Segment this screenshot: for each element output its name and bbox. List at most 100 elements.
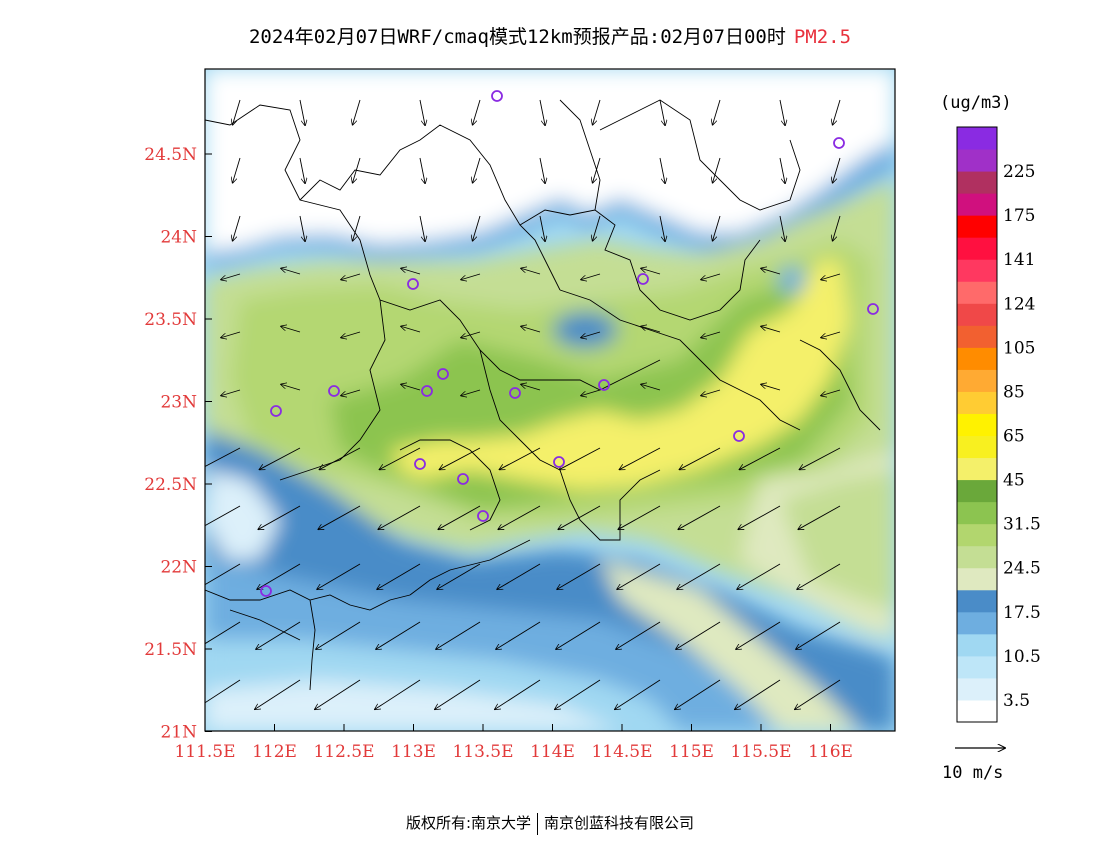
wind-arrow bbox=[779, 99, 785, 125]
wind-arrow bbox=[221, 273, 241, 280]
colorbar-swatch bbox=[957, 127, 997, 150]
wind-arrow bbox=[617, 563, 661, 589]
wind-arrow bbox=[315, 679, 361, 709]
colorbar-swatch bbox=[957, 523, 997, 547]
colorbar-swatch bbox=[957, 281, 997, 304]
lat-tick-label: 21N bbox=[160, 723, 197, 743]
wind-arrow bbox=[581, 389, 601, 396]
wind-arrow bbox=[257, 563, 301, 589]
wind-arrow bbox=[461, 331, 481, 338]
wind-arrow bbox=[539, 157, 545, 183]
wind-arrow bbox=[735, 679, 781, 709]
wind-arrow bbox=[556, 621, 601, 649]
wind-arrow bbox=[299, 99, 305, 125]
wind-arrow bbox=[581, 331, 601, 338]
wind-arrow bbox=[221, 389, 241, 396]
wind-arrow bbox=[233, 215, 241, 241]
station-marker bbox=[328, 385, 340, 397]
colorbar-swatch bbox=[957, 369, 997, 392]
wind-arrow bbox=[559, 447, 601, 470]
wind-arrow bbox=[761, 268, 781, 275]
wind-arrow bbox=[659, 99, 665, 125]
wind-arrow bbox=[555, 679, 601, 709]
wind-arrow bbox=[619, 447, 661, 470]
wind-arrow bbox=[353, 215, 361, 241]
lat-tick-label: 22N bbox=[160, 558, 197, 578]
station-marker bbox=[437, 368, 449, 380]
wind-arrow bbox=[615, 679, 661, 709]
wind-arrow bbox=[318, 505, 361, 529]
wind-arrow bbox=[799, 447, 841, 470]
title-text: 2024年02月07日WRF/cmaq模式12km预报产品:02月07日00时 bbox=[248, 26, 786, 48]
wind-arrow bbox=[701, 331, 721, 338]
lon-tick-label: 114E bbox=[530, 742, 575, 762]
map-title: 2024年02月07日WRF/cmaq模式12km预报产品:02月07日00时 P… bbox=[0, 22, 1100, 49]
wind-arrow bbox=[473, 99, 481, 125]
wind-arrow bbox=[497, 563, 541, 589]
wind-arrow bbox=[821, 389, 841, 396]
wind-arrow bbox=[319, 447, 361, 470]
wind-arrow bbox=[438, 505, 481, 529]
wind-arrow bbox=[593, 99, 601, 125]
colorbar-swatch bbox=[957, 655, 997, 679]
colorbar-swatch bbox=[957, 193, 997, 216]
wind-arrow bbox=[798, 505, 841, 529]
wind-arrow bbox=[641, 326, 661, 333]
colorbar-swatch bbox=[957, 171, 997, 194]
wind-arrow bbox=[317, 563, 361, 589]
pollutant-label: PM2.5 bbox=[793, 26, 852, 48]
colorbar-label: 65 bbox=[1003, 427, 1025, 447]
wind-arrow bbox=[593, 157, 601, 183]
wind-arrow bbox=[675, 679, 721, 709]
wind-arrow bbox=[401, 326, 421, 333]
colorbar-label: 3.5 bbox=[1003, 691, 1030, 711]
colorbar-swatch bbox=[957, 149, 997, 172]
axis-ticks: 111.5E 112E 112.5E 113E 113.5E 114E 114.5E 115E… bbox=[144, 145, 853, 762]
station-marker bbox=[733, 430, 745, 442]
lon-tick-label: 112.5E bbox=[313, 742, 374, 762]
colorbar-swatch bbox=[957, 633, 997, 657]
wind-arrow bbox=[833, 157, 841, 183]
colorbar-label: 225 bbox=[1003, 162, 1035, 182]
wind-arrow bbox=[677, 563, 721, 589]
lon-tick-label: 116E bbox=[808, 742, 853, 762]
wind-arrow bbox=[701, 389, 721, 396]
wind-arrow bbox=[738, 505, 781, 529]
colorbar-swatch bbox=[957, 435, 997, 459]
colorbar-swatch bbox=[957, 391, 997, 414]
station-marker bbox=[867, 303, 879, 315]
station-marker bbox=[491, 90, 503, 102]
wind-arrow bbox=[833, 99, 841, 125]
wind-arrow bbox=[641, 384, 661, 391]
wind-arrow bbox=[539, 99, 545, 125]
colorbar-swatch bbox=[957, 567, 997, 591]
station-marker bbox=[270, 405, 282, 417]
colorbar-label: 175 bbox=[1003, 206, 1035, 226]
wind-arrow bbox=[521, 384, 541, 391]
wind-arrow bbox=[641, 268, 661, 275]
lon-tick-label: 112E bbox=[252, 742, 297, 762]
wind-arrow bbox=[435, 679, 481, 709]
wind-arrow bbox=[833, 215, 841, 241]
wind-arrow bbox=[676, 621, 721, 649]
wind-arrow bbox=[436, 621, 481, 649]
wind-arrow bbox=[379, 447, 421, 470]
wind-vectors bbox=[205, 99, 841, 709]
wind-arrow bbox=[521, 268, 541, 275]
station-marker bbox=[260, 585, 272, 597]
copyright-footer: 版权所有:南京大学 南京创蓝科技有限公司 bbox=[0, 812, 1100, 835]
colorbar-swatch bbox=[957, 589, 997, 613]
colorbar-swatch bbox=[957, 303, 997, 326]
map-frame bbox=[204, 68, 896, 732]
station-marker bbox=[553, 456, 565, 468]
wind-arrow bbox=[378, 505, 421, 529]
station-marker bbox=[509, 387, 521, 399]
wind-arrow bbox=[499, 447, 541, 470]
colorbar-swatch bbox=[957, 699, 997, 723]
wind-arrow bbox=[495, 679, 541, 709]
colorbar-label: 85 bbox=[1003, 382, 1025, 402]
copyright-company: 南京创蓝科技有限公司 bbox=[544, 814, 695, 832]
lat-tick-label: 21.5N bbox=[144, 640, 197, 660]
lat-tick-label: 23.5N bbox=[144, 310, 197, 330]
wind-arrow bbox=[259, 447, 301, 470]
